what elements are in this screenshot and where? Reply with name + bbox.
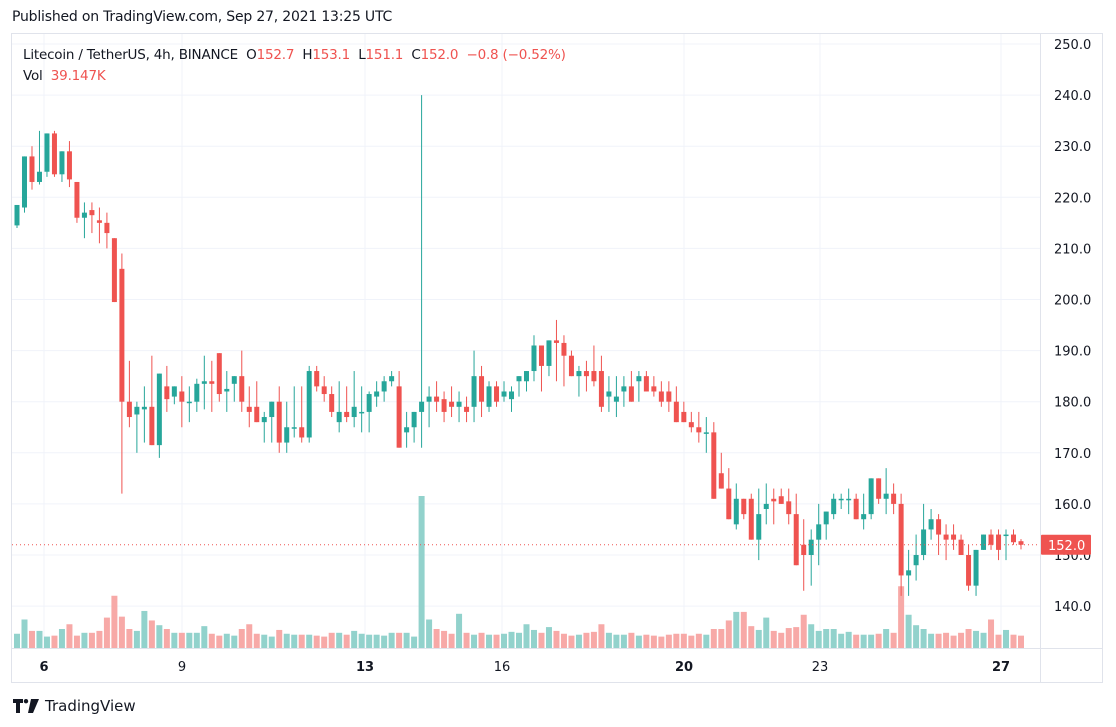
time-tick: 20	[675, 660, 693, 675]
change-value: −0.8 (−0.52%)	[466, 47, 566, 63]
price-axis[interactable]: 250.0 240.0 230.0 220.0 210.0 200.0 190.0 180.0…	[1054, 38, 1091, 615]
last-price-label: 152.0	[1048, 539, 1085, 554]
tradingview-logo[interactable]: TradingView	[13, 697, 136, 715]
volume-bars	[14, 496, 1024, 648]
chart-legend: Litecoin / TetherUS, 4h, BINANCE O152.7 …	[23, 45, 566, 87]
price-tick: 250.0	[1054, 38, 1091, 53]
chart-frame[interactable]	[11, 33, 1103, 683]
open-value: 152.7	[256, 47, 295, 63]
price-tick: 240.0	[1054, 89, 1091, 104]
time-tick: 13	[356, 660, 374, 675]
price-tick: 170.0	[1054, 447, 1091, 462]
price-tick: 160.0	[1054, 498, 1091, 513]
price-tick: 210.0	[1054, 242, 1091, 257]
time-tick: 27	[992, 660, 1010, 675]
legend-ohlc-row: Litecoin / TetherUS, 4h, BINANCE O152.7 …	[23, 45, 566, 66]
last-price-badge: 152.0	[1041, 534, 1091, 555]
price-candles	[14, 95, 1024, 596]
price-tick: 220.0	[1054, 191, 1091, 206]
logo-text: TradingView	[45, 697, 136, 715]
time-tick: 23	[812, 660, 829, 675]
published-caption: Published on TradingView.com, Sep 27, 20…	[12, 9, 393, 25]
close-value: 152.0	[420, 47, 459, 63]
price-tick: 140.0	[1054, 600, 1091, 615]
symbol-title[interactable]: Litecoin / TetherUS, 4h, BINANCE	[23, 47, 238, 63]
time-tick: 9	[178, 660, 186, 675]
price-tick: 180.0	[1054, 396, 1091, 411]
low-label: L	[358, 47, 366, 63]
price-tick: 200.0	[1054, 294, 1091, 309]
open-label: O	[246, 47, 257, 63]
price-tick: 190.0	[1054, 345, 1091, 360]
grid-lines	[12, 34, 1040, 648]
time-tick: 16	[494, 660, 511, 675]
close-label: C	[411, 47, 421, 63]
volume-label: Vol	[23, 68, 43, 84]
time-axis[interactable]: 6 9 13 16 20 23 27	[39, 660, 1010, 675]
low-value: 151.1	[365, 47, 404, 63]
legend-volume-row: Vol 39.147K	[23, 66, 566, 87]
high-label: H	[302, 47, 313, 63]
tradingview-logo-icon	[13, 699, 39, 713]
time-tick: 6	[39, 660, 48, 675]
volume-value: 39.147K	[50, 68, 106, 84]
high-value: 153.1	[312, 47, 351, 63]
price-tick: 230.0	[1054, 140, 1091, 155]
